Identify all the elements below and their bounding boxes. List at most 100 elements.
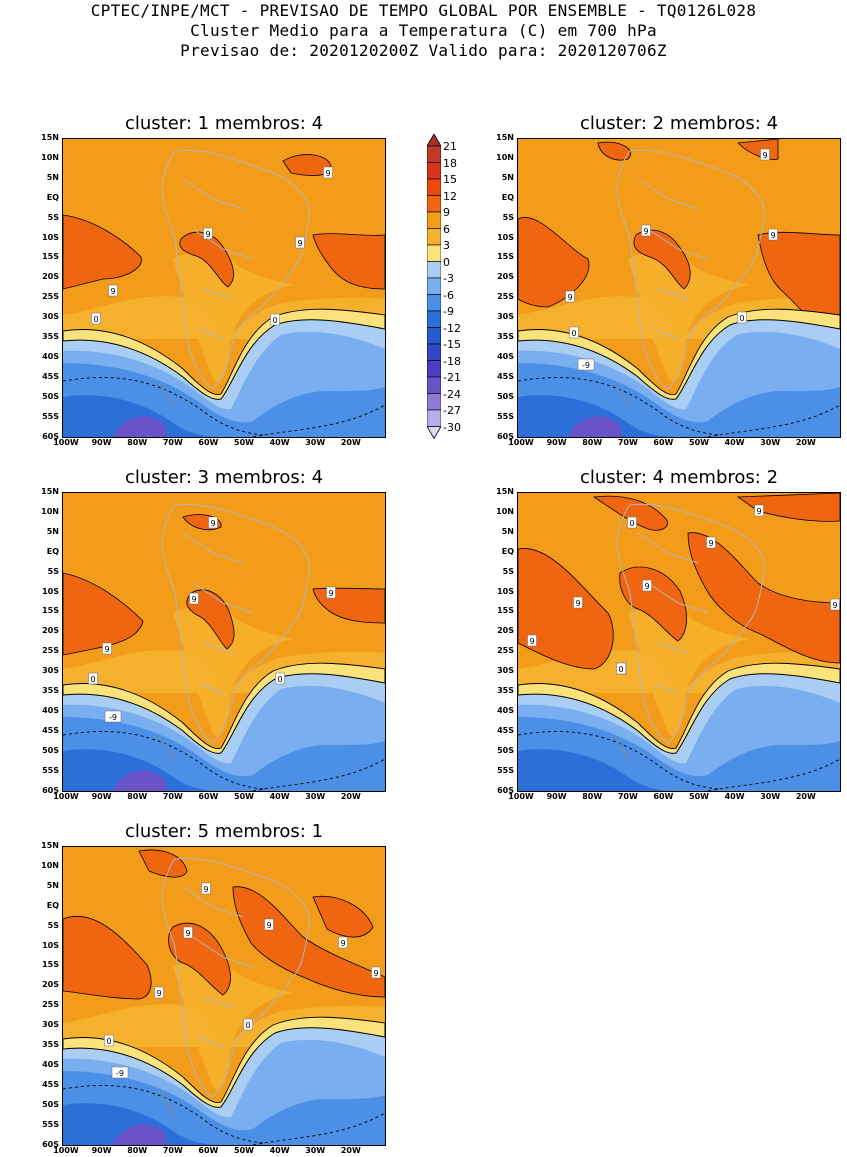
svg-text:9: 9 xyxy=(185,929,190,938)
lon-tick-label: 50W xyxy=(234,438,254,447)
svg-text:9: 9 xyxy=(644,582,649,591)
colorbar-swatch xyxy=(427,244,441,262)
lon-tick-label: 50W xyxy=(234,1146,254,1155)
lon-tick-label: 70W xyxy=(617,792,638,801)
lon-tick-label: 20W xyxy=(340,1146,361,1155)
colorbar-swatch xyxy=(427,409,441,427)
svg-text:9: 9 xyxy=(203,885,208,894)
svg-text:-9: -9 xyxy=(582,361,590,370)
lat-tick-label: 30S xyxy=(42,312,59,322)
contour-label: 0 xyxy=(88,672,98,685)
colorbar-level-label: -24 xyxy=(443,387,461,401)
lat-tick-label: 30S xyxy=(497,312,514,322)
lat-tick-label: 20S xyxy=(497,272,514,282)
panel-1-title: cluster: 1 membros: 4 xyxy=(124,113,324,134)
lat-tick-label: 60S xyxy=(497,431,514,441)
lat-tick-label: 10N xyxy=(41,506,59,516)
lat-tick-label: 15N xyxy=(496,133,514,142)
lat-tick-label: 10S xyxy=(42,586,59,596)
lat-tick-label: 60S xyxy=(42,431,59,441)
contour-label: 9 xyxy=(768,228,778,241)
contour-label: -9 xyxy=(111,1066,129,1079)
lon-tick-label: 70W xyxy=(162,792,183,801)
lat-tick-label: 35S xyxy=(42,332,59,341)
lat-tick-label: 15S xyxy=(42,960,59,970)
colorbar-bottom-arrow xyxy=(427,426,441,440)
lon-tick-label: 50W xyxy=(689,438,709,447)
lon-tick-label: 90W xyxy=(91,792,112,801)
colorbar-swatch xyxy=(427,310,441,328)
colorbar-swatch xyxy=(427,261,441,279)
lat-tick-label: 35S xyxy=(497,686,514,695)
contour-label: 9 xyxy=(189,592,199,605)
lon-tick-label: 90W xyxy=(91,438,112,447)
svg-text:0: 0 xyxy=(93,315,98,324)
svg-text:9: 9 xyxy=(340,939,345,948)
lat-tick-label: 15S xyxy=(42,606,59,616)
lat-tick-label: 60S xyxy=(497,785,514,795)
colorbar-swatch xyxy=(427,327,441,345)
panel-4-title: cluster: 4 membros: 2 xyxy=(579,467,779,488)
lat-tick-label: 50S xyxy=(42,745,59,755)
contour-label: 9 xyxy=(154,986,164,999)
lat-tick-label: 40S xyxy=(42,351,59,361)
colorbar-swatch xyxy=(427,195,441,213)
lat-tick-label: 10S xyxy=(42,940,59,950)
lon-tick-label: 40W xyxy=(269,438,290,447)
colorbar-swatch xyxy=(427,178,441,196)
lat-tick-label: 10N xyxy=(496,506,514,516)
svg-text:9: 9 xyxy=(756,507,761,516)
contour-label: 9 xyxy=(830,598,840,611)
lat-tick-label: 15S xyxy=(497,606,514,616)
panel-2-map: 9 9 9 9 0 0 -9 xyxy=(517,138,841,438)
svg-text:9: 9 xyxy=(832,601,837,610)
contour-label: 9 xyxy=(264,918,274,931)
lat-tick-label: 50S xyxy=(497,745,514,755)
colorbar-level-label: 15 xyxy=(443,173,457,186)
lat-tick-label: 10S xyxy=(42,232,59,242)
lon-tick-label: 30W xyxy=(760,792,781,801)
lat-tick-label: 15N xyxy=(41,487,59,496)
lat-tick-label: 40S xyxy=(497,705,514,715)
lat-tick-label: 25S xyxy=(42,292,59,302)
lat-tick-label: EQ xyxy=(46,192,59,202)
svg-text:9: 9 xyxy=(266,921,271,930)
svg-text:0: 0 xyxy=(106,1037,111,1046)
contour-label: -9 xyxy=(577,358,595,371)
lat-tick-label: 55S xyxy=(42,1119,59,1129)
header-line-3: Previsao de: 2020120200Z Valido para: 20… xyxy=(180,41,667,60)
colorbar-swatch xyxy=(427,376,441,394)
contour-label: 0 xyxy=(104,1034,114,1047)
colorbar-level-label: 12 xyxy=(443,189,457,203)
colorbar-level-label: -18 xyxy=(443,354,461,368)
lon-tick-label: 100W xyxy=(508,438,534,447)
lat-tick-label: 10N xyxy=(496,152,514,162)
lat-tick-label: 5N xyxy=(46,526,59,536)
svg-text:0: 0 xyxy=(90,675,95,684)
colorbar-level-label: -6 xyxy=(443,288,454,302)
lat-tick-label: 30S xyxy=(42,666,59,676)
colorbar xyxy=(427,134,441,440)
svg-text:-9: -9 xyxy=(109,713,117,722)
contour-label: 9 xyxy=(203,227,213,240)
svg-text:9: 9 xyxy=(575,599,580,608)
contour-label: 0 xyxy=(616,662,626,675)
contour-label: 9 xyxy=(108,284,118,297)
lon-tick-label: 30W xyxy=(305,438,326,447)
lat-tick-label: 5N xyxy=(501,172,514,182)
lon-tick-label: 80W xyxy=(127,438,148,447)
colorbar-level-label: 18 xyxy=(443,156,457,170)
colorbar-top-arrow xyxy=(427,134,441,147)
svg-text:9: 9 xyxy=(762,151,767,160)
lon-tick-label: 80W xyxy=(127,1146,148,1155)
contour-label: 9 xyxy=(573,596,583,609)
svg-text:0: 0 xyxy=(272,316,277,325)
panel-1-map: 9 9 9 9 0 0 xyxy=(62,138,386,438)
colorbar-level-label: -12 xyxy=(443,321,461,335)
lat-tick-label: 20S xyxy=(42,272,59,282)
lon-tick-label: 20W xyxy=(795,792,816,801)
contour-label: 0 xyxy=(737,311,747,324)
colorbar-level-label: 3 xyxy=(443,239,450,252)
lat-tick-label: 45S xyxy=(42,725,59,735)
